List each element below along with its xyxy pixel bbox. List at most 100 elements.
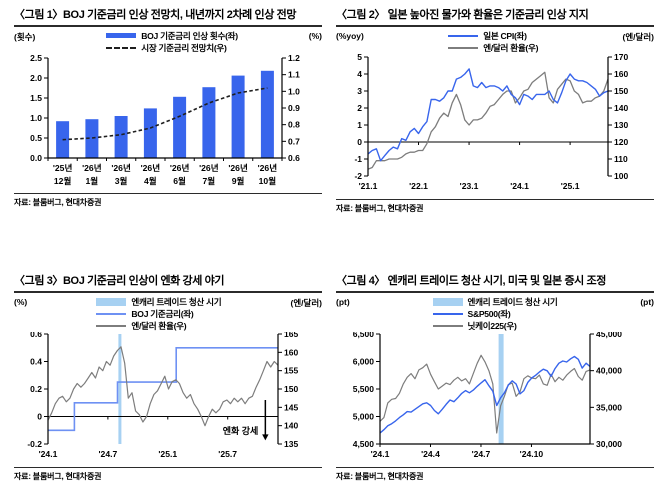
svg-text:5: 5	[357, 54, 362, 62]
svg-text:120: 120	[614, 137, 628, 147]
svg-text:35,000: 35,000	[596, 402, 622, 412]
figure-4-block: 〈그림 4〉 엔캐리 트레이드 청산 시기, 미국 및 일본 증시 조정 (pt…	[336, 272, 654, 482]
carry-unwind-band	[498, 334, 504, 444]
svg-text:9월: 9월	[232, 175, 245, 186]
svg-text:150: 150	[614, 86, 628, 96]
svg-text:45,000: 45,000	[596, 332, 622, 339]
svg-text:1: 1	[357, 120, 362, 130]
figure-2-chart: -2 -1 0 1 2 3 4 5 100 110 120 130 140 150 160 170 '21.1 '…	[354, 54, 628, 191]
svg-text:40,000: 40,000	[596, 366, 622, 376]
legend-label: 일본 CPI(좌)	[483, 30, 527, 41]
svg-text:'26년: '26년	[141, 162, 161, 173]
svg-text:'26년: '26년	[258, 162, 278, 173]
legend-label: 엔/달러 환율(우)	[483, 42, 539, 53]
figure-1-right-axis-unit: (%)	[308, 31, 322, 41]
figure-1-title: 〈그림 1〉BOJ 기준금리 인상 전망치, 내년까지 2차례 인상 전망	[14, 6, 322, 27]
legend-label: 엔캐리 트레이드 청산 시기	[467, 296, 558, 307]
svg-text:3월: 3월	[115, 175, 128, 186]
figure-3-right-axis-unit: (엔/달러)	[290, 298, 322, 308]
bar	[231, 75, 245, 158]
figure-2-title: 〈그림 2〉 일본 높아진 물가와 환율은 기준금리 인상 지지	[336, 6, 654, 27]
svg-text:0.2: 0.2	[30, 384, 42, 394]
line-swatch-icon	[432, 324, 463, 327]
svg-text:10월: 10월	[259, 175, 277, 186]
svg-text:155: 155	[284, 366, 298, 376]
svg-text:-2: -2	[354, 171, 362, 181]
svg-text:160: 160	[614, 69, 628, 79]
svg-text:0: 0	[37, 412, 42, 422]
svg-text:140: 140	[614, 103, 628, 113]
svg-text:6,000: 6,000	[353, 357, 375, 367]
svg-text:150: 150	[284, 384, 298, 394]
svg-text:165: 165	[284, 332, 298, 339]
svg-text:'25.7: '25.7	[218, 449, 237, 459]
svg-text:160: 160	[284, 347, 298, 357]
svg-text:4,500: 4,500	[353, 439, 375, 449]
svg-text:'24.7: '24.7	[99, 449, 118, 459]
figure-1-header: (횟수) BOJ 기준금리 인상 횟수(좌) 시장 기준금리 전망치(우) (%)	[14, 30, 322, 53]
legend-item: 엔캐리 트레이드 청산 시기	[96, 296, 222, 307]
line-swatch-icon	[448, 46, 479, 49]
legend-label: 닛케이225(우)	[467, 320, 517, 331]
svg-text:5,500: 5,500	[353, 384, 375, 394]
svg-text:140: 140	[284, 421, 298, 431]
figure-3-block: 〈그림 3〉BOJ 기준금리 인상이 엔화 강세 야기 (%) 엔캐리 트레이드…	[14, 272, 322, 482]
svg-text:170: 170	[614, 54, 628, 62]
figure-2-header: (%yoy) 일본 CPI(좌) 엔/달러 환율(우) (엔/달러)	[336, 30, 654, 53]
carry-unwind-band	[118, 334, 122, 444]
line-swatch-icon	[432, 312, 463, 315]
bar	[143, 108, 157, 158]
svg-text:0.8: 0.8	[288, 120, 300, 130]
svg-text:2: 2	[357, 103, 362, 113]
svg-text:1월: 1월	[86, 175, 99, 186]
svg-text:1.0: 1.0	[288, 86, 300, 96]
svg-text:'24.1: '24.1	[510, 181, 529, 191]
svg-text:'25년: '25년	[53, 162, 73, 173]
legend-label: 엔/달러 환율(우)	[131, 320, 187, 331]
bar	[173, 96, 187, 158]
svg-text:2.0: 2.0	[30, 73, 42, 83]
line-swatch-icon	[448, 34, 479, 37]
svg-text:1.1: 1.1	[288, 70, 300, 80]
legend-item: 엔/달러 환율(우)	[448, 42, 538, 53]
band-swatch-icon	[96, 297, 127, 306]
bar	[114, 116, 128, 158]
figure-1-chart: 0.0 0.5 1.0 1.5 2.0 2.5 0.6 0.7 0.8 0.9 1.0 1.1 1.2 '…	[30, 54, 300, 186]
line-swatch-icon	[96, 312, 127, 315]
svg-text:'25.1: '25.1	[561, 181, 580, 191]
bar	[202, 87, 216, 158]
legend-label: 엔캐리 트레이드 청산 시기	[131, 296, 222, 307]
svg-text:'21.1: '21.1	[359, 181, 378, 191]
figure-3-legend: 엔캐리 트레이드 청산 시기 BOJ 기준금리(좌) 엔/달러 환율(우)	[96, 296, 222, 331]
figure-3-source: 자료: 블룸버그, 현대차증권	[14, 467, 322, 482]
figure-1-left-axis-unit: (횟수)	[14, 32, 36, 42]
svg-text:'22.1: '22.1	[409, 181, 428, 191]
svg-text:3: 3	[357, 86, 362, 96]
figure-1-legend: BOJ 기준금리 인상 횟수(좌) 시장 기준금리 전망치(우)	[106, 30, 238, 53]
svg-text:'26년: '26년	[111, 162, 131, 173]
bar-swatch-icon	[106, 33, 137, 38]
svg-text:'25.1: '25.1	[158, 449, 177, 459]
bar	[85, 119, 99, 158]
figure-4-source: 자료: 블룸버그, 현대차증권	[336, 467, 654, 482]
figure-3-header: (%) 엔캐리 트레이드 청산 시기 BOJ 기준금리(좌) 엔/달러 환율(우) …	[14, 296, 322, 331]
legend-item: BOJ 기준금리 인상 횟수(좌)	[106, 30, 238, 41]
svg-text:1.0: 1.0	[30, 113, 42, 123]
figure-1-block: 〈그림 1〉BOJ 기준금리 인상 전망치, 내년까지 2차례 인상 전망 (횟…	[14, 6, 322, 208]
legend-item: 닛케이225(우)	[432, 320, 517, 331]
svg-text:2.5: 2.5	[30, 54, 42, 63]
figure-2-block: 〈그림 2〉 일본 높아진 물가와 환율은 기준금리 인상 지지 (%yoy) …	[336, 6, 654, 214]
legend-item: BOJ 기준금리(좌)	[96, 308, 194, 319]
svg-text:135: 135	[284, 439, 298, 449]
svg-text:'24.7: '24.7	[472, 449, 491, 459]
svg-text:0: 0	[357, 137, 362, 147]
svg-text:30,000: 30,000	[596, 439, 622, 449]
legend-item: 엔캐리 트레이드 청산 시기	[432, 296, 558, 307]
figure-4-chart: 4,500 5,000 5,500 6,000 6,500 30,000 35,000 40,…	[353, 332, 623, 459]
svg-text:6,500: 6,500	[353, 332, 375, 339]
band-swatch-icon	[432, 297, 463, 306]
figure-4-title: 〈그림 4〉 엔캐리 트레이드 청산 시기, 미국 및 일본 증시 조정	[336, 272, 654, 293]
svg-text:0.7: 0.7	[288, 136, 300, 146]
legend-label: S&P500(좌)	[467, 308, 511, 319]
figure-3-left-axis-unit: (%)	[14, 297, 28, 307]
